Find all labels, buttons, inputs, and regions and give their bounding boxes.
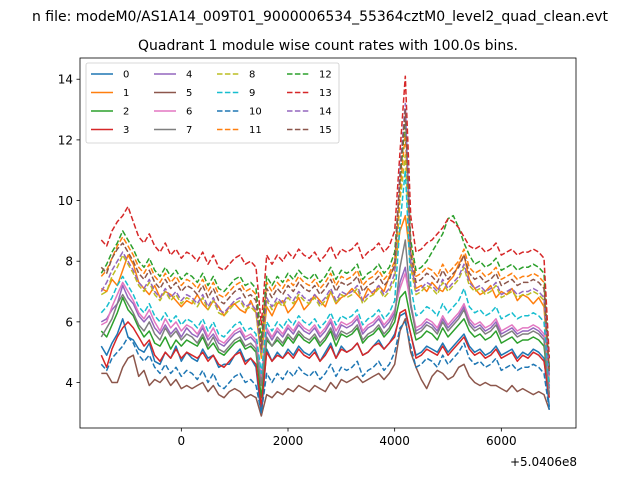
x-tick-label: 0: [178, 434, 186, 448]
legend-label-12: 12: [319, 70, 332, 81]
legend-label-14: 14: [319, 107, 332, 118]
series-line-2: [100, 290, 551, 399]
series-line-6: [100, 272, 551, 386]
figure-suptitle: n file: modeM0/AS1A14_009T01_9000006534_…: [32, 9, 609, 25]
y-tick-label: 4: [65, 376, 73, 390]
series-line-7: [100, 239, 551, 395]
series-line-5: [101, 318, 551, 417]
series-line-0: [100, 312, 551, 417]
x-tick-label: 6000: [486, 434, 517, 448]
series-line-12: [100, 117, 551, 368]
legend-label-13: 13: [319, 88, 332, 99]
y-tick-label: 10: [58, 194, 73, 208]
legend-label-8: 8: [249, 70, 255, 81]
legend-label-10: 10: [249, 107, 262, 118]
legend-label-0: 0: [123, 70, 129, 81]
legend-label-4: 4: [186, 70, 192, 81]
x-tick-label: 4000: [379, 434, 410, 448]
legend-label-9: 9: [249, 88, 255, 99]
legend-label-6: 6: [186, 107, 192, 118]
series-line-3: [100, 308, 551, 408]
legend-label-1: 1: [123, 88, 129, 99]
x-offset-label: +5.0406e8: [510, 455, 577, 469]
y-tick-label: 14: [58, 73, 73, 87]
legend-label-3: 3: [123, 125, 129, 136]
legend-label-7: 7: [186, 125, 192, 136]
series-line-9: [100, 169, 551, 386]
series-line-4: [100, 266, 551, 389]
series-line-11: [100, 133, 551, 371]
axes-frame: [79, 57, 577, 429]
x-tick-label: 2000: [273, 434, 304, 448]
legend-label-11: 11: [249, 125, 262, 136]
legend-label-5: 5: [186, 88, 192, 99]
y-tick-label: 6: [65, 315, 73, 329]
series-line-15: [100, 108, 551, 374]
series-line-10: [100, 321, 551, 414]
series-lines: [100, 75, 551, 417]
chart-title: Quadrant 1 module wise count rates with …: [138, 38, 518, 54]
y-tick-label: 8: [65, 255, 73, 269]
legend-label-2: 2: [123, 107, 129, 118]
series-line-13: [100, 75, 551, 359]
y-tick-label: 12: [58, 133, 73, 147]
series-line-1: [100, 214, 551, 383]
legend-label-15: 15: [319, 125, 332, 136]
series-line-14: [100, 102, 551, 377]
legend-box: [85, 62, 340, 144]
